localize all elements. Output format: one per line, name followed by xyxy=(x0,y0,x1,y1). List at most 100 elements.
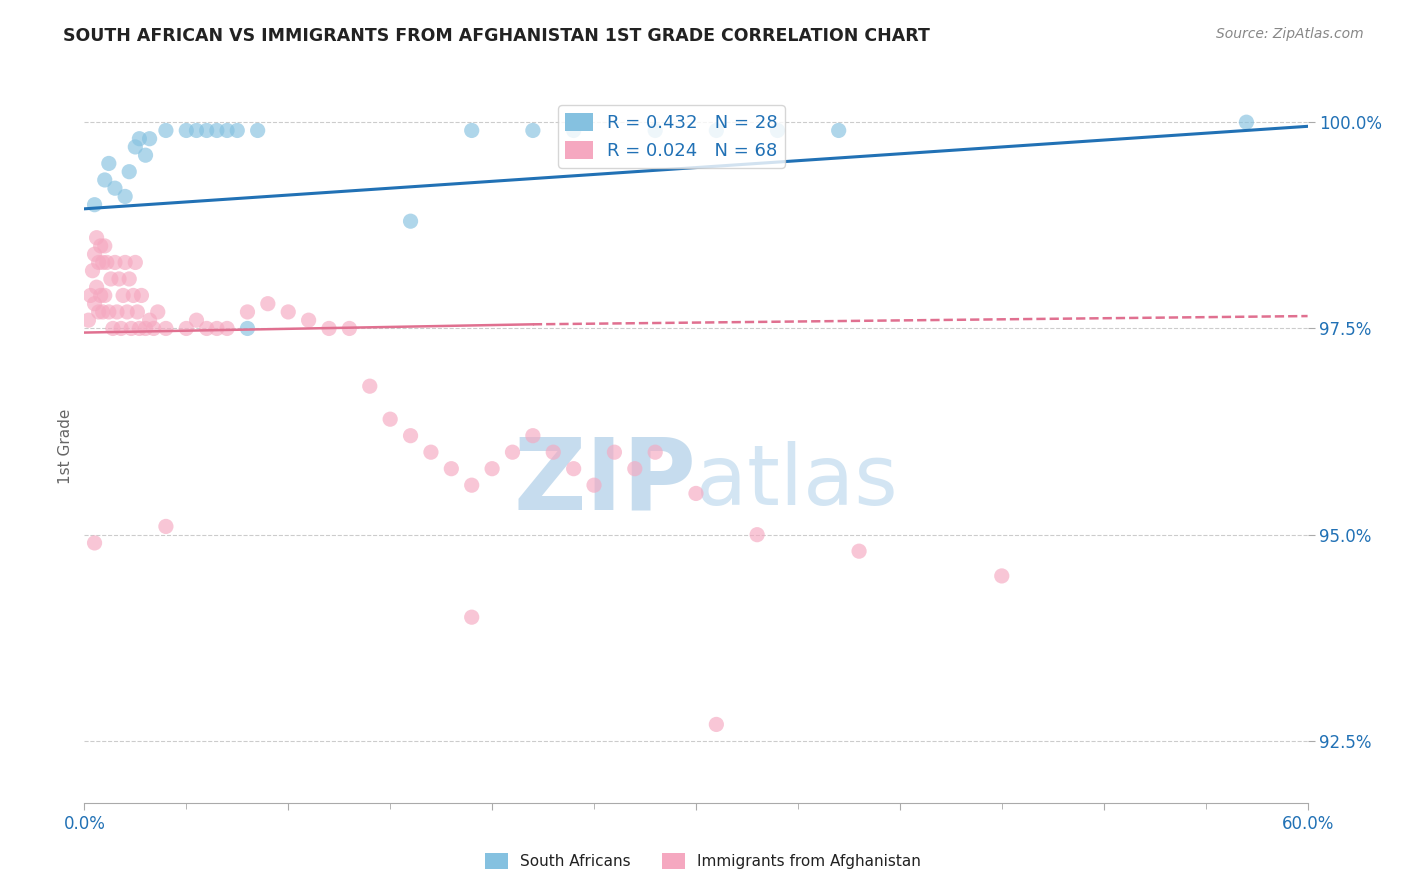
Point xyxy=(83,536,105,550)
Point xyxy=(128,131,150,145)
Point xyxy=(420,445,443,459)
Point xyxy=(91,305,114,319)
Point xyxy=(93,239,115,253)
Point xyxy=(114,189,136,203)
Point xyxy=(583,478,606,492)
Point xyxy=(685,486,707,500)
Point xyxy=(155,519,177,533)
Point xyxy=(502,445,524,459)
Point xyxy=(97,156,120,170)
Point xyxy=(83,247,105,261)
Point xyxy=(461,610,484,624)
Point xyxy=(135,148,157,162)
Point xyxy=(562,461,585,475)
Point xyxy=(644,445,666,459)
Point xyxy=(124,255,146,269)
Legend: R = 0.432   N = 28, R = 0.024   N = 68: R = 0.432 N = 28, R = 0.024 N = 68 xyxy=(558,105,785,168)
Point xyxy=(848,544,870,558)
Point xyxy=(318,321,340,335)
Point xyxy=(122,288,145,302)
Point xyxy=(603,445,626,459)
Point xyxy=(246,123,269,137)
Point xyxy=(135,321,157,335)
Point xyxy=(828,123,851,137)
Point xyxy=(128,321,150,335)
Point xyxy=(104,181,127,195)
Point xyxy=(138,313,160,327)
Point xyxy=(124,140,146,154)
Y-axis label: 1st Grade: 1st Grade xyxy=(58,409,73,483)
Point xyxy=(186,313,208,327)
Point xyxy=(83,296,105,310)
Point xyxy=(217,321,239,335)
Point xyxy=(79,288,101,302)
Point xyxy=(440,461,463,475)
Point xyxy=(101,321,124,335)
Point xyxy=(522,428,544,442)
Point xyxy=(155,321,177,335)
Point xyxy=(277,305,299,319)
Point xyxy=(399,428,422,442)
Point xyxy=(1236,115,1258,129)
Point xyxy=(522,123,544,137)
Point xyxy=(543,445,565,459)
Point xyxy=(380,412,402,426)
Point xyxy=(110,321,132,335)
Point xyxy=(83,197,105,211)
Point xyxy=(747,527,769,541)
Text: Source: ZipAtlas.com: Source: ZipAtlas.com xyxy=(1216,27,1364,41)
Point xyxy=(236,321,259,335)
Point xyxy=(97,305,120,319)
Point xyxy=(205,123,228,137)
Point xyxy=(87,305,110,319)
Point xyxy=(461,478,484,492)
Point xyxy=(155,123,177,137)
Point xyxy=(118,164,141,178)
Point xyxy=(96,255,118,269)
Point xyxy=(115,305,138,319)
Point xyxy=(174,123,197,137)
Point xyxy=(108,272,131,286)
Point xyxy=(562,123,585,137)
Point xyxy=(205,321,228,335)
Point xyxy=(86,280,108,294)
Point xyxy=(91,255,114,269)
Point xyxy=(90,288,112,302)
Point xyxy=(481,461,503,475)
Point xyxy=(706,717,728,731)
Point xyxy=(131,288,153,302)
Point xyxy=(195,123,218,137)
Text: SOUTH AFRICAN VS IMMIGRANTS FROM AFGHANISTAN 1ST GRADE CORRELATION CHART: SOUTH AFRICAN VS IMMIGRANTS FROM AFGHANI… xyxy=(63,27,931,45)
Point xyxy=(118,272,141,286)
Point xyxy=(217,123,239,137)
Point xyxy=(114,255,136,269)
Point xyxy=(93,173,115,187)
Point xyxy=(236,305,259,319)
Point xyxy=(257,296,280,310)
Point xyxy=(112,288,135,302)
Point xyxy=(105,305,128,319)
Point xyxy=(146,305,169,319)
Point xyxy=(174,321,197,335)
Point xyxy=(644,123,666,137)
Point xyxy=(359,379,381,393)
Point xyxy=(461,123,484,137)
Point xyxy=(142,321,165,335)
Point xyxy=(127,305,149,319)
Point xyxy=(100,272,122,286)
Point xyxy=(90,239,112,253)
Point xyxy=(138,131,160,145)
Point xyxy=(93,288,115,302)
Point xyxy=(706,123,728,137)
Text: atlas: atlas xyxy=(696,442,897,522)
Point xyxy=(766,123,789,137)
Point xyxy=(186,123,208,137)
Point xyxy=(87,255,110,269)
Point xyxy=(226,123,249,137)
Point xyxy=(77,313,100,327)
Point xyxy=(624,461,647,475)
Text: ZIP: ZIP xyxy=(513,434,696,530)
Point xyxy=(298,313,321,327)
Point xyxy=(82,263,104,277)
Point xyxy=(86,230,108,244)
